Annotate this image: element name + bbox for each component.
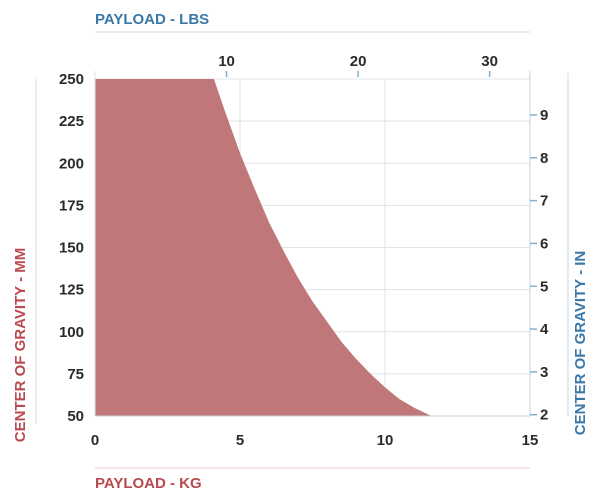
tick-label-left: 200 <box>59 155 84 172</box>
tick-label-left: 75 <box>67 366 84 383</box>
axis-titles: PAYLOAD - LBS PAYLOAD - KG CENTER OF GRAVI… <box>12 11 589 492</box>
tick-label-top: 10 <box>218 53 235 70</box>
tick-label-right: 4 <box>540 321 549 338</box>
tick-label-right: 9 <box>540 107 548 124</box>
tick-label-right: 3 <box>540 364 548 381</box>
tick-label-bottom: 15 <box>522 432 539 449</box>
tick-label-left: 125 <box>59 282 84 299</box>
tick-label-bottom: 5 <box>236 432 244 449</box>
tick-label-right: 8 <box>540 150 548 167</box>
tick-label-left: 175 <box>59 197 84 214</box>
tick-label-left: 50 <box>67 408 84 425</box>
payload-limit-area <box>95 79 432 416</box>
tick-label-left: 225 <box>59 113 84 130</box>
left-axis-title: CENTER OF GRAVITY - MM <box>12 248 29 442</box>
tick-label-right: 6 <box>540 235 548 252</box>
tick-label-right: 5 <box>540 278 548 295</box>
tick-label-top: 30 <box>481 53 498 70</box>
tick-label-left: 250 <box>59 71 84 88</box>
tick-label-bottom: 0 <box>91 432 99 449</box>
tick-label-right: 7 <box>540 193 548 210</box>
tick-label-left: 100 <box>59 324 84 341</box>
tick-label-bottom: 10 <box>377 432 394 449</box>
tick-label-top: 20 <box>350 53 367 70</box>
tick-label-left: 150 <box>59 240 84 257</box>
right-axis-title: CENTER OF GRAVITY - IN <box>572 251 589 435</box>
top-axis-title: PAYLOAD - LBS <box>95 11 209 28</box>
bottom-axis-title: PAYLOAD - KG <box>95 475 202 492</box>
tick-label-right: 2 <box>540 407 548 424</box>
